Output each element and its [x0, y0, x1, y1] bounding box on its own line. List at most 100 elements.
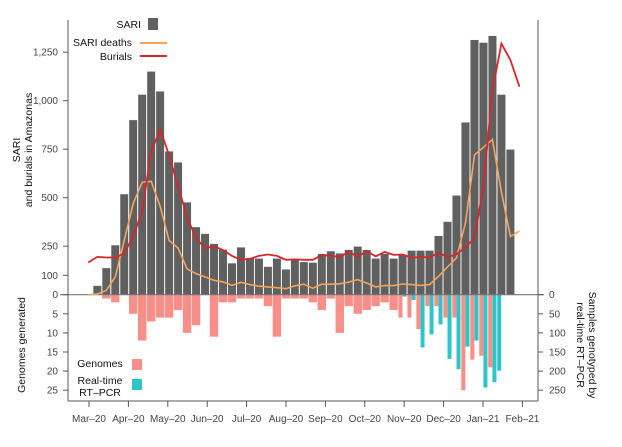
- x-tick-label: Jun–20: [191, 414, 224, 425]
- sari-bar: [443, 221, 452, 295]
- rtpcr-bar: [420, 294, 425, 348]
- sari-bar: [380, 253, 390, 295]
- genome-bar: [155, 294, 165, 318]
- genome-bar: [389, 294, 398, 310]
- legend-deaths-label: SARI deaths: [73, 37, 132, 49]
- genome-bar: [443, 294, 448, 318]
- x-tick-label: Jul–20: [232, 414, 262, 425]
- genome-bar: [138, 294, 147, 341]
- y-tick-label-bottom-right: 150: [549, 348, 566, 359]
- x-tick-label: Feb–21: [505, 414, 539, 425]
- genome-bar: [425, 294, 430, 307]
- genome-bar: [380, 294, 389, 303]
- genome-bar: [236, 294, 246, 299]
- genome-bar: [209, 294, 219, 337]
- y-tick-label-bottom-left: 5: [52, 309, 58, 320]
- sari-bar: [119, 193, 129, 295]
- sari-bar: [155, 90, 165, 295]
- sari-bar: [299, 261, 309, 295]
- genome-bar: [398, 294, 403, 318]
- sari-bar: [128, 119, 138, 295]
- genome-bar: [479, 294, 484, 356]
- y-tick-label-bottom-right: 0: [549, 290, 555, 301]
- genome-bar: [461, 294, 466, 391]
- y-label-bottom-left: Genomes generated: [16, 297, 28, 393]
- genome-bar: [218, 294, 228, 303]
- genome-bar: [111, 294, 120, 303]
- genome-bar: [263, 294, 273, 307]
- tick-labels: 01002505007501,0001,25051015202505010015…: [33, 48, 566, 425]
- genome-bar: [146, 294, 156, 322]
- x-tick-label: Mar–20: [72, 414, 106, 425]
- y-label-top-line1: SARI: [11, 138, 23, 163]
- genome-bar: [308, 294, 318, 303]
- rtpcr-bar: [492, 294, 497, 383]
- sari-bar: [245, 257, 255, 295]
- rtpcr-bar: [465, 294, 470, 347]
- y-tick-label-top: 500: [41, 193, 58, 204]
- genome-bar: [254, 294, 264, 299]
- genome-bar: [102, 294, 111, 299]
- sari-bar: [317, 253, 327, 295]
- x-tick-label: Aug–20: [269, 414, 304, 425]
- sari-bar: [173, 161, 183, 295]
- genome-bar: [470, 294, 475, 360]
- y-label-top-line2: and burials in Amazonas: [23, 93, 35, 207]
- sari-bar: [362, 249, 372, 295]
- y-tick-label-top: 750: [41, 145, 58, 156]
- sari-bar: [272, 258, 282, 295]
- genome-bar: [416, 294, 421, 330]
- sari-bar: [281, 269, 291, 295]
- axes: [67, 20, 539, 402]
- genome-bar: [272, 294, 282, 337]
- sari-bar: [470, 39, 479, 295]
- x-tick-label: Apr–20: [112, 414, 145, 425]
- sari-bar: [263, 266, 273, 295]
- burials-line: [87, 40, 521, 264]
- y-label-bottom-right-line2: real-time RT–PCR: [574, 302, 586, 388]
- x-tick-label: Nov–20: [387, 414, 422, 425]
- genome-bar: [353, 294, 362, 314]
- sari-bar: [236, 246, 246, 295]
- genome-bar: [245, 294, 255, 299]
- legend-sari-label: SARI: [116, 19, 141, 31]
- legend-rtpcr-swatch: [132, 379, 142, 390]
- genome-bar: [344, 294, 353, 307]
- sari-bar: [371, 258, 381, 295]
- sari-bar: [254, 258, 264, 295]
- genome-bar: [129, 294, 138, 314]
- legend-top: SARI SARI deaths Burials: [73, 18, 167, 63]
- genome-bar: [362, 294, 371, 310]
- sari-bar: [209, 243, 219, 295]
- genome-bar: [452, 294, 457, 318]
- genome-bar: [434, 294, 439, 307]
- sari-bar: [290, 259, 300, 295]
- sari-bar: [434, 235, 443, 295]
- genome-bar: [335, 294, 344, 333]
- genome-bar: [290, 294, 300, 299]
- legend-burials-label: Burials: [100, 51, 132, 63]
- sari-bar: [353, 246, 363, 295]
- genome-bar: [407, 294, 412, 318]
- sari-bar: [110, 244, 120, 295]
- sari-bar: [218, 249, 228, 295]
- sari-bar: [335, 252, 345, 295]
- genome-bar: [281, 294, 291, 299]
- rtpcr-bar: [438, 294, 443, 325]
- genome-bar: [371, 294, 380, 307]
- x-tick-label: May–20: [150, 414, 186, 425]
- genome-bar: [317, 294, 326, 310]
- y-tick-label-bottom-left: 15: [47, 348, 59, 359]
- y-tick-label-top: 1,000: [33, 96, 58, 107]
- sari-bar: [227, 262, 237, 295]
- rtpcr-bar: [411, 294, 416, 301]
- genome-bar: [326, 294, 335, 299]
- y-tick-label-bottom-right: 250: [549, 386, 566, 397]
- legend-genomes-swatch: [132, 359, 142, 370]
- x-tick-label: Jan–21: [467, 414, 500, 425]
- x-tick-label: Oct–20: [349, 414, 382, 425]
- sari-deaths-line: [88, 137, 520, 296]
- sari-bar: [326, 250, 336, 295]
- sari-bar: [461, 122, 470, 295]
